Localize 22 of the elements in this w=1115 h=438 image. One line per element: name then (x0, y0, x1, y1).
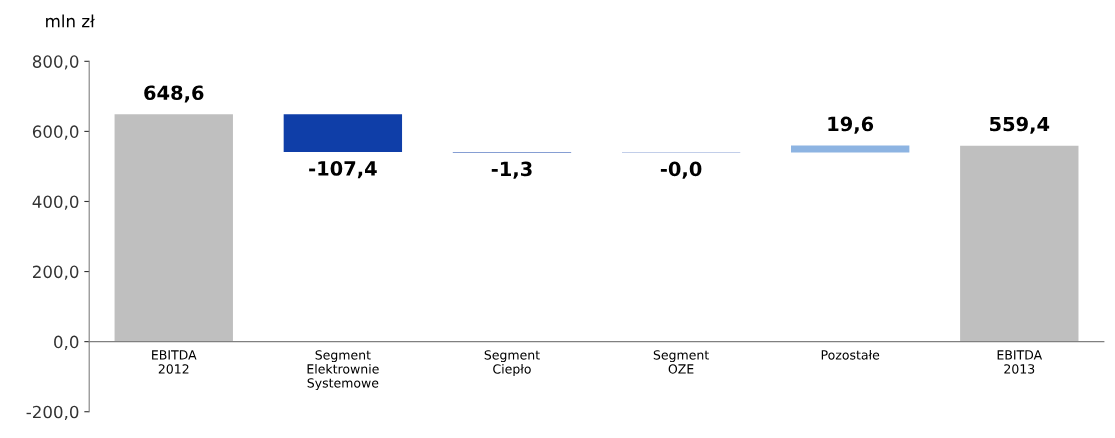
y-tick-label: 200,0 (32, 265, 79, 280)
y-tick-label: 0,0 (54, 335, 79, 350)
x-tick-label: EBITDA 2012 (152, 350, 197, 374)
data-label: -0,0 (660, 161, 702, 179)
data-label: -1,3 (491, 161, 532, 179)
y-tick-label: 800,0 (32, 55, 79, 70)
data-label: 559,4 (990, 116, 1050, 134)
y-tick-label: 600,0 (32, 125, 79, 140)
y-axis-title: mln zł (46, 14, 95, 28)
bar (114, 114, 233, 342)
x-tick-label: Segment Elektrownie Systemowe (307, 350, 379, 391)
y-tick-label: 400,0 (32, 195, 79, 210)
y-tick-label: -200,0 (26, 405, 79, 420)
x-tick-label: Segment OZE (653, 350, 709, 374)
x-tick-label: Pozostałe (821, 349, 880, 360)
data-label: -107,4 (309, 161, 377, 179)
bar (283, 114, 403, 152)
bar (960, 145, 1079, 342)
x-tick-label: EBITDA 2013 (997, 350, 1043, 374)
data-label: 19,6 (828, 116, 874, 134)
x-tick-label: Segment Ciepło (484, 350, 540, 377)
data-label: 648,6 (144, 85, 204, 103)
